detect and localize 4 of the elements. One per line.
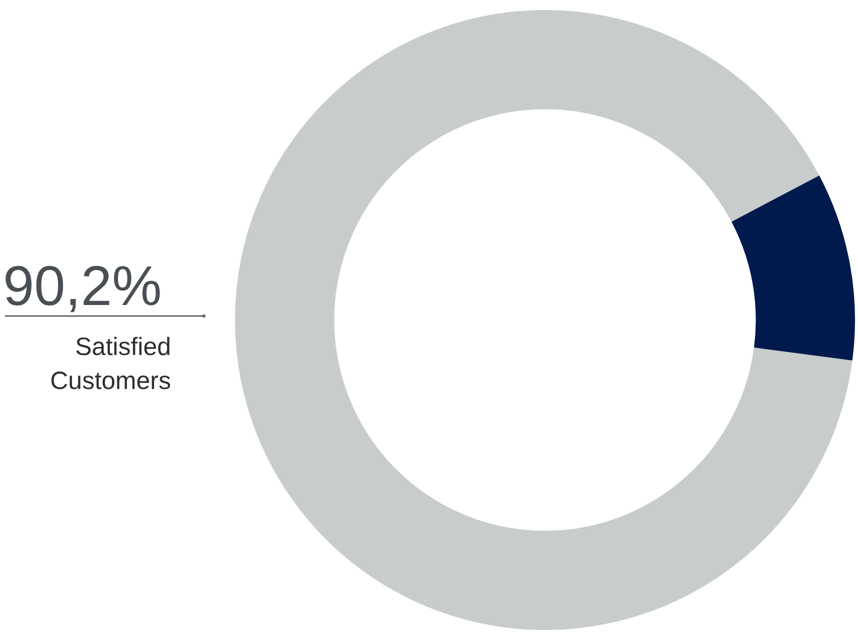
donut-slice [235,10,852,630]
data-label: 90,2% [3,254,162,317]
donut-slice [732,176,855,360]
slice-label: Satisfied Customers [50,333,171,395]
